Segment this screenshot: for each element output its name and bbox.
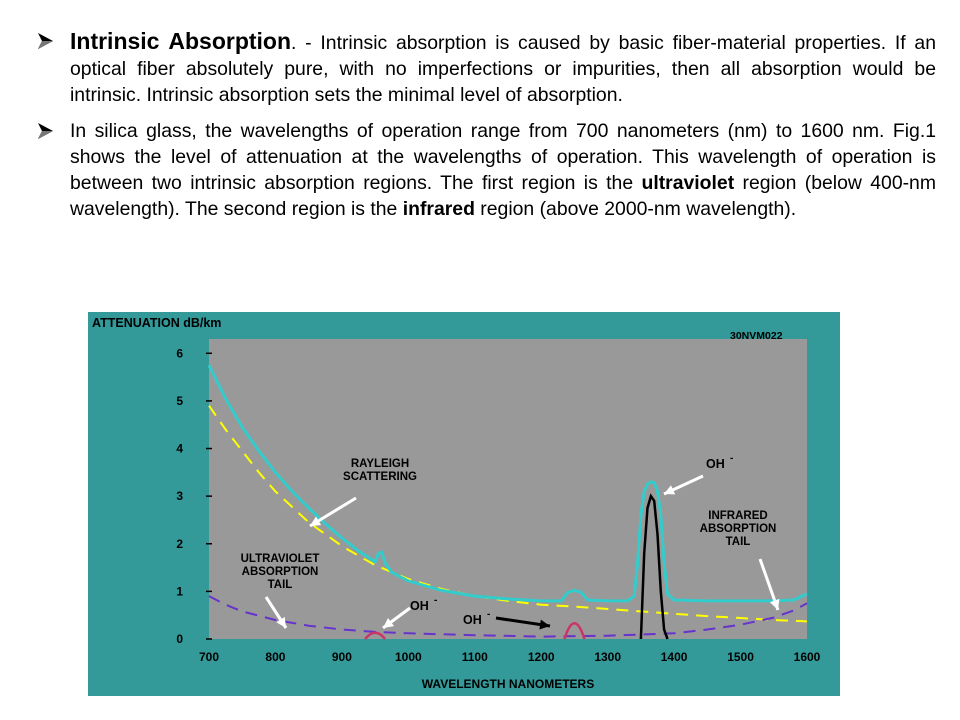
oh-label-peak: OH <box>706 457 725 471</box>
y-tick-label: 6 <box>176 346 183 360</box>
term-intrinsic-absorption: Intrinsic Absorption <box>70 28 292 54</box>
curve-annotations: RAYLEIGHSCATTERINGULTRAVIOLETABSORPTIONT… <box>241 453 780 630</box>
oh-label-peak-superscript: - <box>730 453 733 464</box>
y-tick-label: 2 <box>176 537 183 551</box>
ir-tail-label: ABSORPTION <box>700 523 777 535</box>
figure-code: 30NVM022 <box>730 330 783 342</box>
oh-label-low: OH <box>463 613 482 627</box>
curves <box>207 364 808 640</box>
x-ticks: 700 800 900 1000 1100 1200 1300 1400 1500 1600 <box>199 650 821 664</box>
x-tick-label: 1400 <box>661 650 688 664</box>
attenuation-chart: ATTENUATION dB/km 30NVM022 WAVELENGTH NA… <box>92 316 821 691</box>
y-ticks: 0 1 2 3 4 5 6 <box>176 346 212 646</box>
uv-tail-label: ABSORPTION <box>242 566 319 578</box>
series-line-total <box>207 364 808 603</box>
bullet-arrow-icon <box>38 123 53 139</box>
arrow-oh-peak-head <box>664 485 676 495</box>
bullet-body: region (below 400-nm wavelength). The se… <box>70 172 936 220</box>
uv-tail-label: TAIL <box>268 579 293 591</box>
term-ultraviolet: ultraviolet <box>641 172 735 194</box>
bullet-text: Intrinsic Absorption. - Intrinsic absorp… <box>70 28 936 108</box>
series-line-rayleigh <box>208 405 808 623</box>
x-tick-label: 900 <box>332 650 352 664</box>
ir-tail-label: INFRARED <box>708 510 767 522</box>
arrow-oh-low-head <box>539 619 550 630</box>
bullet-body: . - Intrinsic absorption is caused by ba… <box>70 32 936 106</box>
x-tick-label: 1300 <box>594 650 621 664</box>
ir-tail-label: TAIL <box>726 536 751 548</box>
x-axis-label: WAVELENGTH NANOMETERS <box>422 677 594 691</box>
arrow-ir-tail-head <box>769 598 780 610</box>
rayleigh-label: RAYLEIGH <box>351 458 409 470</box>
arrow-rayleigh-head <box>310 516 322 526</box>
term-infrared: infrared <box>402 198 475 220</box>
oh-label-mid-superscript: - <box>434 595 437 606</box>
series-line-oh-peak <box>639 493 669 640</box>
arrow-oh-mid-head <box>383 618 395 628</box>
bullet-intrinsic-absorption: Intrinsic Absorption. - Intrinsic absorp… <box>36 28 936 108</box>
oh-minor-peak <box>563 622 586 640</box>
oh-minor-peak <box>364 631 387 640</box>
x-tick-label: 1000 <box>395 650 422 664</box>
arrow-uv-tail-head <box>276 616 286 628</box>
bullet-body: region (above 2000-nm wavelength). <box>474 198 797 220</box>
y-tick-label: 5 <box>176 394 183 408</box>
x-tick-label: 1600 <box>794 650 821 664</box>
x-tick-label: 1100 <box>462 650 488 664</box>
y-tick-label: 3 <box>176 489 183 503</box>
x-tick-label: 1500 <box>727 650 754 664</box>
y-tick-label: 0 <box>176 632 183 646</box>
x-tick-label: 1200 <box>528 650 555 664</box>
bullet-list: Intrinsic Absorption. - Intrinsic absorp… <box>36 28 936 222</box>
rayleigh-label: SCATTERING <box>343 471 417 483</box>
plot-area <box>209 339 807 639</box>
series-line-uv <box>208 595 808 638</box>
bullet-text: In silica glass, the wavelengths of oper… <box>70 118 936 222</box>
bullet-silica-wavelengths: In silica glass, the wavelengths of oper… <box>36 118 936 222</box>
x-tick-label: 700 <box>199 650 219 664</box>
y-axis-label: ATTENUATION dB/km <box>92 316 221 330</box>
bullet-body: In silica glass, the wavelengths of oper… <box>70 120 936 194</box>
uv-tail-label: ULTRAVIOLET <box>241 553 320 565</box>
attenuation-figure: ATTENUATION dB/km 30NVM022 WAVELENGTH NA… <box>88 312 840 696</box>
oh-label-low-superscript: - <box>487 609 490 620</box>
y-tick-label: 4 <box>176 442 183 456</box>
oh-label-mid: OH <box>410 599 429 613</box>
x-tick-label: 800 <box>265 650 285 664</box>
y-tick-label: 1 <box>176 584 183 598</box>
bullet-arrow-icon <box>38 33 53 49</box>
